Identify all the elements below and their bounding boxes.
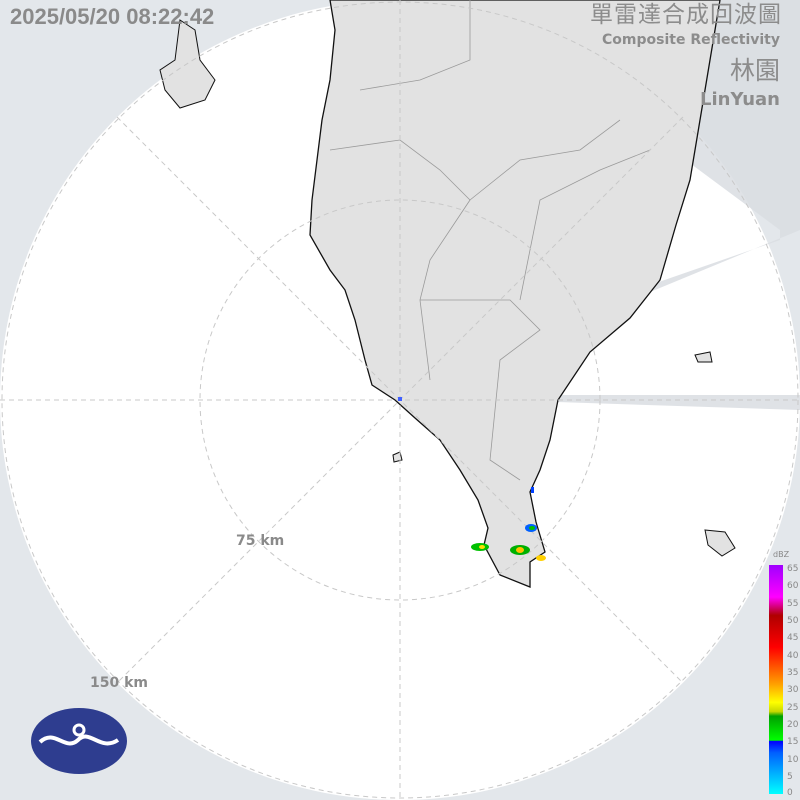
echo-cells	[398, 397, 546, 561]
green-island	[694, 351, 713, 363]
echo-cell	[479, 545, 485, 549]
range-ring-75km	[199, 199, 601, 601]
legend-unit: dBZ	[773, 550, 790, 559]
legend-tick: 25	[787, 703, 799, 713]
range-label-150km: 150 km	[90, 675, 148, 691]
lanyu-island	[704, 529, 736, 557]
legend-tick: 15	[787, 737, 799, 747]
station-name-zh: 林園	[729, 56, 780, 85]
legend-tick: 10	[787, 755, 799, 765]
product-title-en: Composite Reflectivity	[602, 32, 780, 48]
station-name-en: LinYuan	[700, 89, 780, 110]
taiwan-land	[309, 0, 721, 588]
legend-color-bar	[769, 565, 783, 794]
legend-tick: 40	[787, 651, 799, 661]
legend-tick: 50	[787, 616, 799, 626]
timestamp: 2025/05/20 08:22:42	[10, 4, 215, 29]
echo-cell	[529, 526, 535, 530]
legend-tick: 60	[787, 581, 799, 591]
echo-cell	[536, 555, 546, 561]
legend-tick: 20	[787, 720, 799, 730]
radar-site-marker	[398, 397, 402, 401]
legend-tick: 0	[787, 788, 793, 798]
legend-tick: 30	[787, 685, 799, 695]
legend-tick: 65	[787, 564, 799, 574]
range-label-75km: 75 km	[236, 533, 285, 549]
cwa-logo	[31, 708, 127, 774]
legend-tick: 55	[787, 599, 799, 609]
legend-tick: 45	[787, 633, 799, 643]
echo-cell	[516, 547, 524, 553]
echo-cell	[531, 487, 534, 493]
legend-tick: 5	[787, 772, 793, 782]
legend-tick: 35	[787, 668, 799, 678]
blocked-sector	[470, 0, 800, 410]
product-title-zh: 單雷達合成回波圖	[590, 2, 782, 28]
